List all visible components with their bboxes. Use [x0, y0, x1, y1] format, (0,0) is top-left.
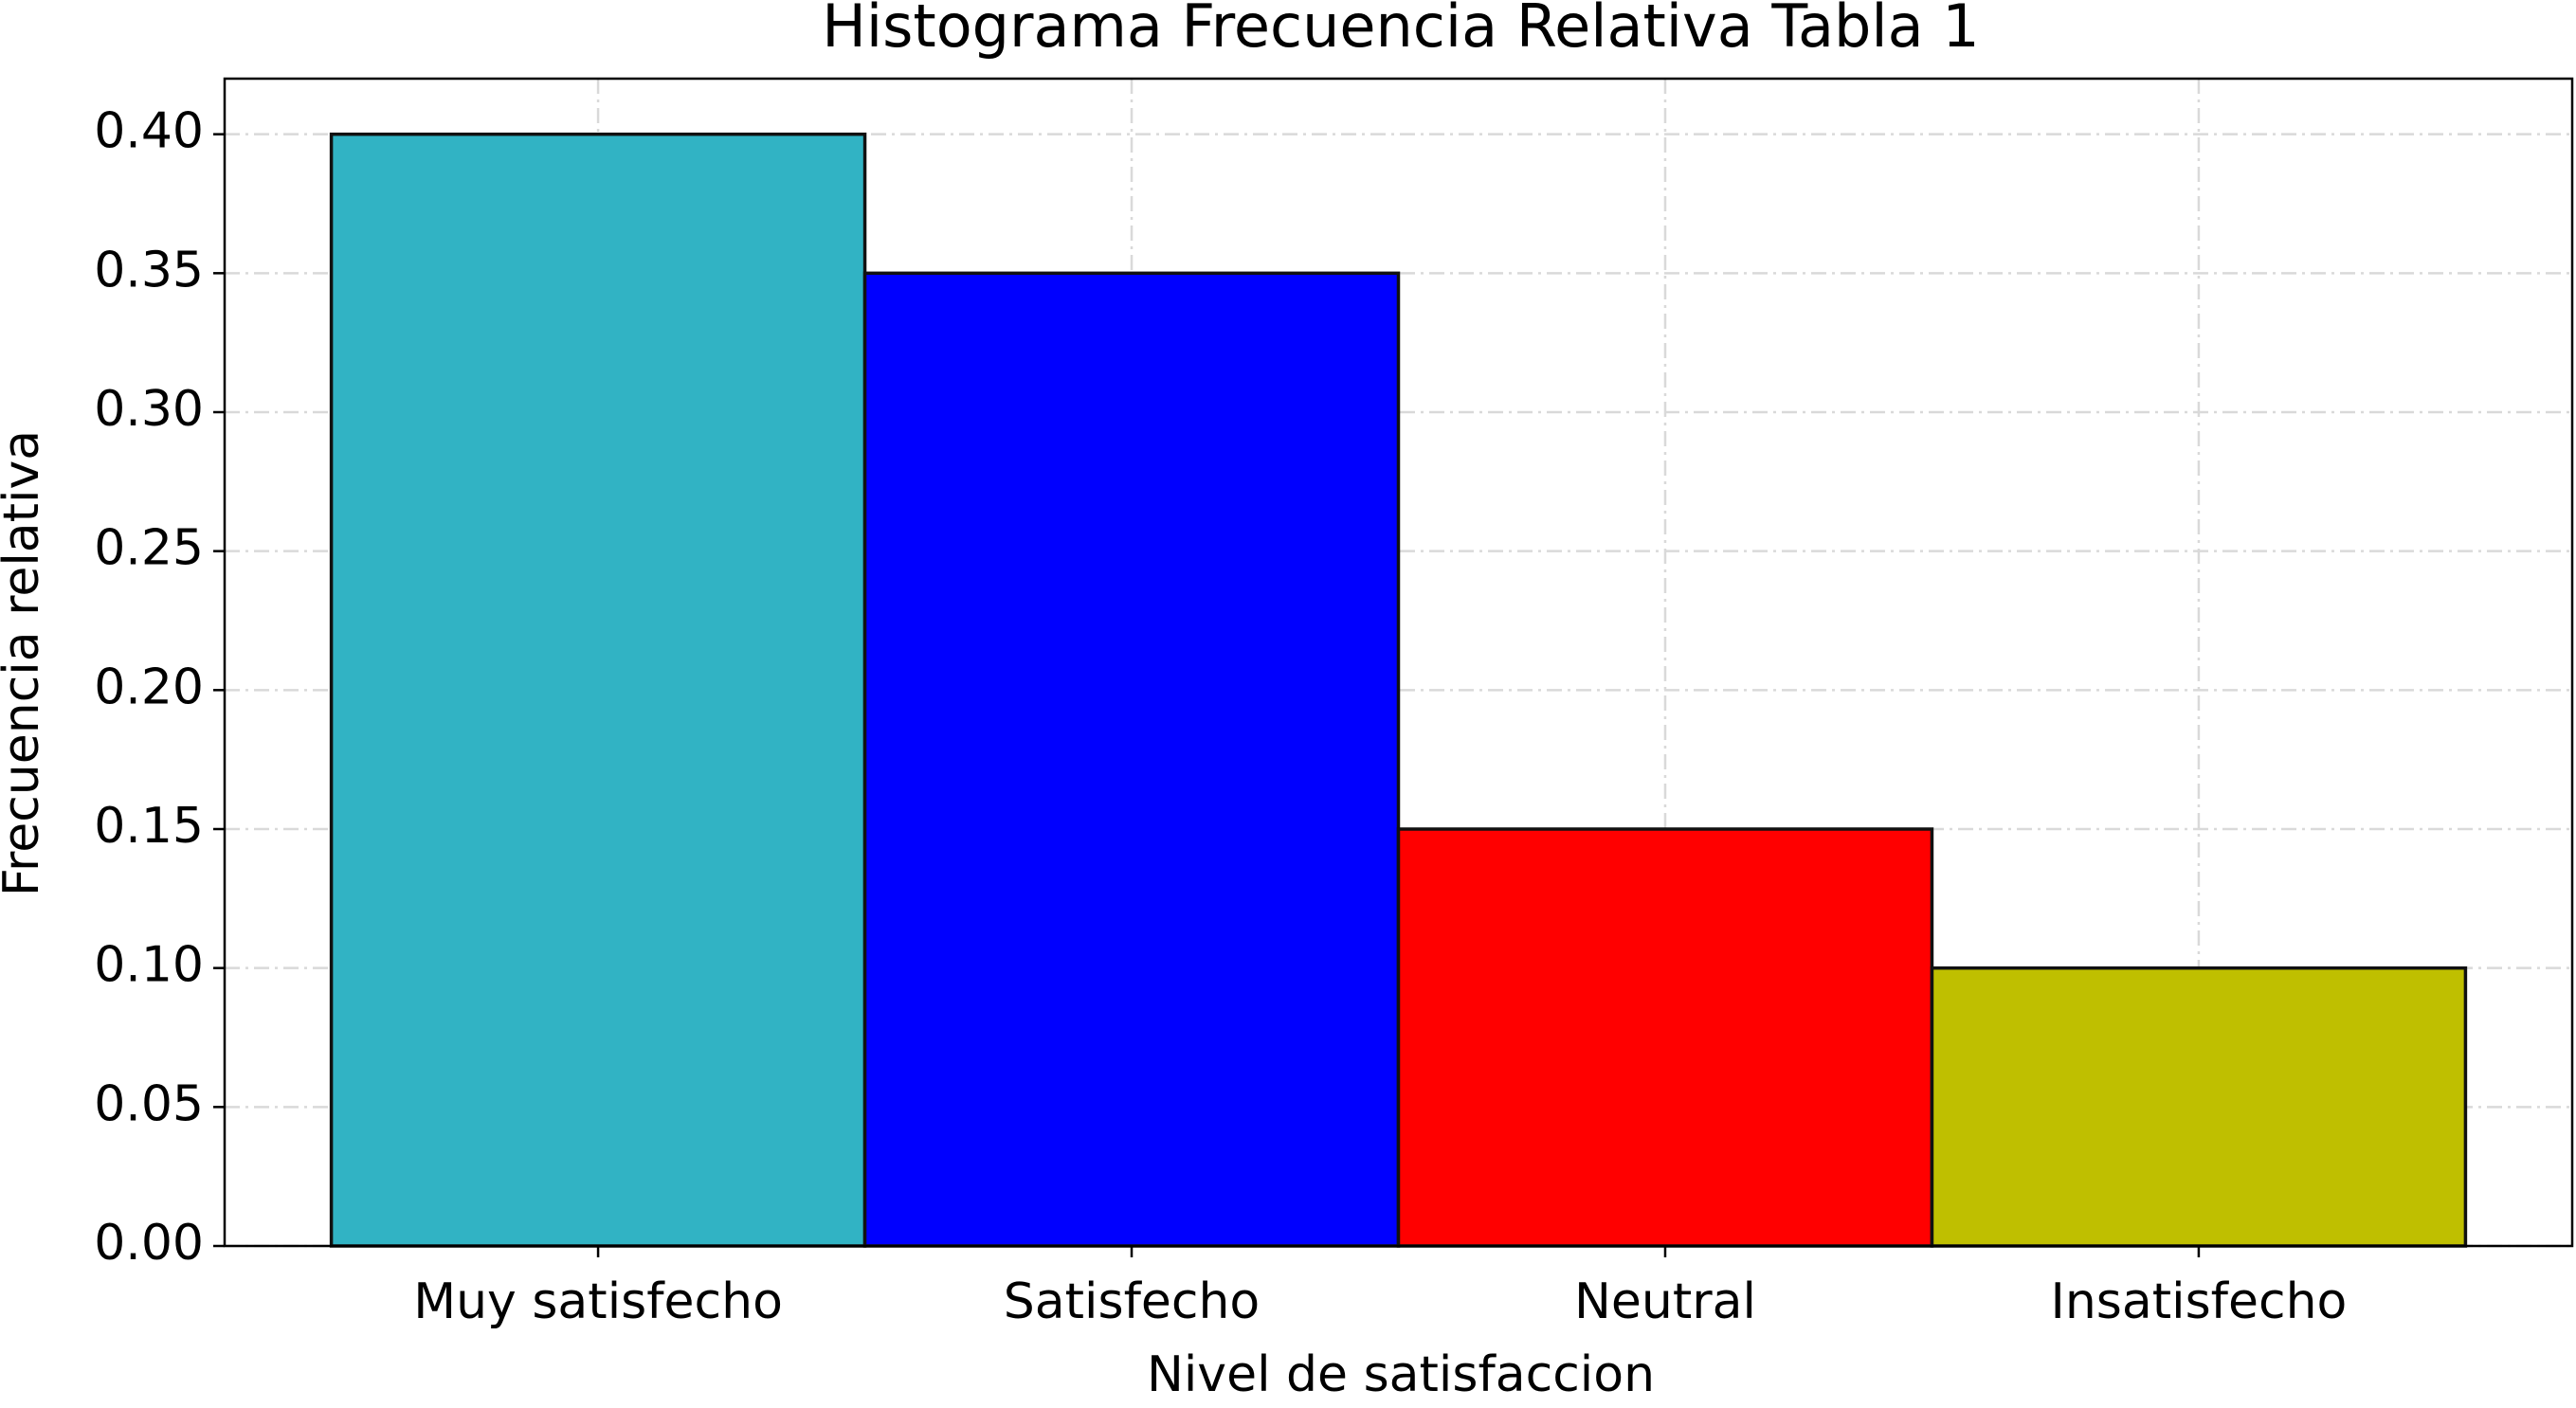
y-tick-label: 0.25	[94, 520, 204, 577]
x-axis-label: Nivel de satisfaccion	[1147, 1346, 1655, 1403]
x-tick-label: Neutral	[1574, 1273, 1756, 1330]
bar	[329, 132, 867, 1248]
x-tick-label: Insatisfecho	[2051, 1273, 2348, 1330]
plot-frame	[223, 77, 2574, 1248]
chart-title: Histograma Frecuencia Relativa Tabla 1	[822, 0, 1980, 61]
y-tick-label: 0.35	[94, 242, 204, 298]
y-tick-label: 0.30	[94, 381, 204, 438]
bar	[862, 271, 1401, 1248]
x-tick-label: Muy satisfecho	[413, 1273, 783, 1330]
y-tick-label: 0.15	[94, 798, 204, 855]
y-tick-label: 0.05	[94, 1075, 204, 1132]
x-tick-label: Satisfecho	[1004, 1273, 1260, 1330]
y-tick-label: 0.40	[94, 103, 204, 160]
bar	[1930, 966, 2468, 1248]
y-axis-label: Frecuencia relativa	[0, 430, 50, 896]
y-tick-label: 0.20	[94, 659, 204, 715]
y-tick-label: 0.10	[94, 937, 204, 994]
y-tick-label: 0.00	[94, 1215, 204, 1272]
bar	[1396, 827, 1934, 1248]
